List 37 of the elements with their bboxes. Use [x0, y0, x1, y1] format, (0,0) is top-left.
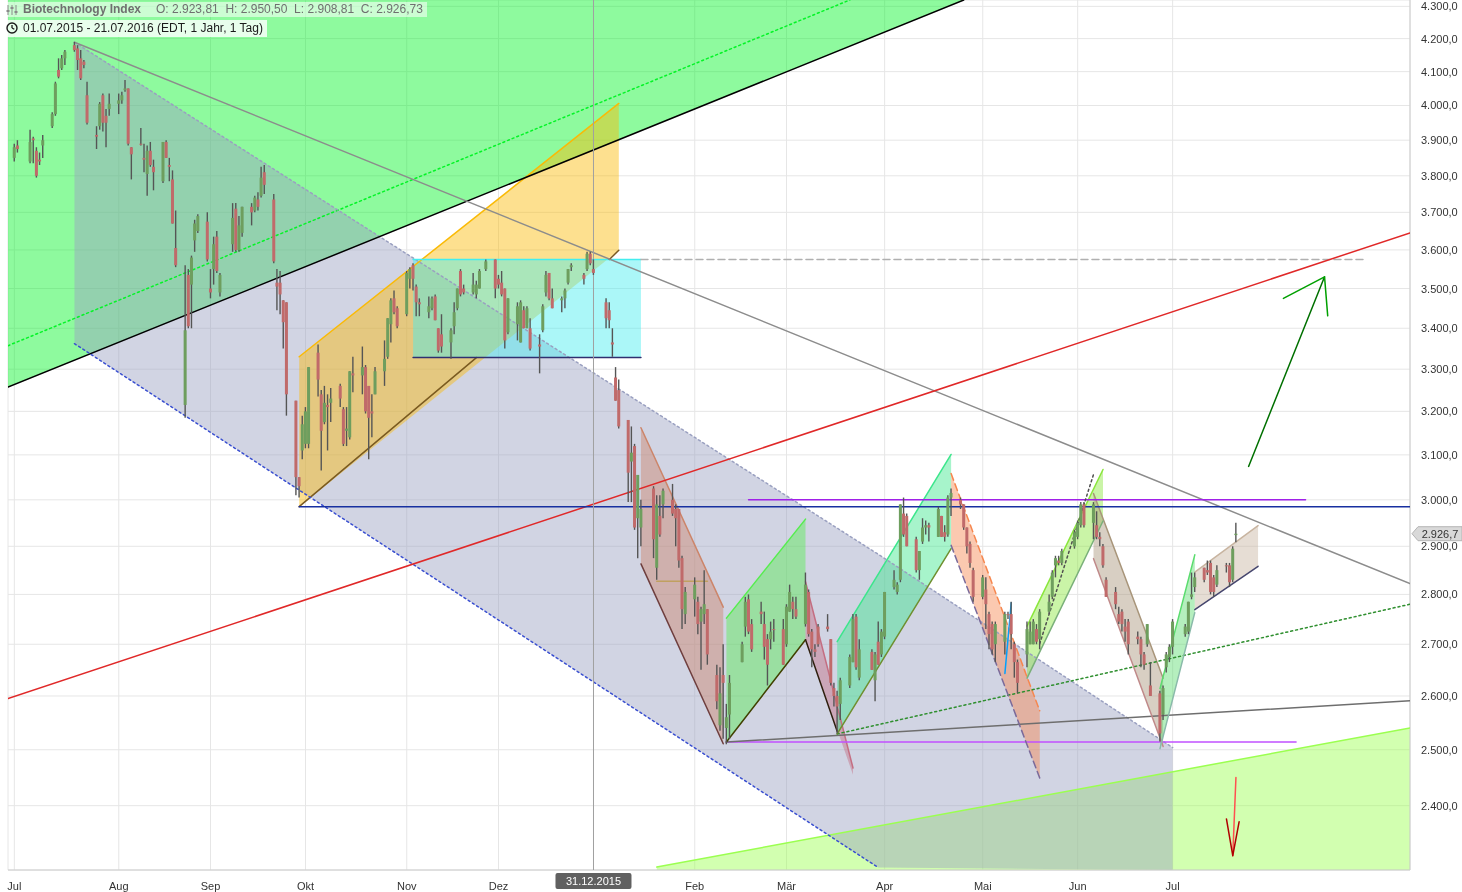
x-tick-label: Apr [876, 880, 894, 892]
y-tick-label: 2.800,0 [1421, 588, 1458, 601]
y-tick-label: 3.400,0 [1421, 322, 1458, 335]
y-tick-label: 3.200,0 [1421, 405, 1458, 418]
y-tick-label: 3.900,0 [1421, 134, 1458, 147]
x-tick-label: Okt [296, 880, 315, 892]
x-tick-label: Mai [973, 880, 992, 892]
y-tick-label: 3.300,0 [1421, 363, 1458, 376]
x-tick-label: Aug [108, 880, 129, 892]
x-tick-label: Sep [200, 880, 221, 892]
text: 2.926,7 [1421, 527, 1459, 540]
y-tick-label: 2.500,0 [1421, 743, 1458, 756]
y-tick-label: 3.600,0 [1421, 243, 1458, 256]
text: 01.07.2015 - 21.07.2016 (EDT, 1 Jahr, 1 Tag) [23, 20, 263, 36]
ref-line-label: 31.12.2015 [565, 875, 622, 887]
x-tick-label: Nov [396, 880, 418, 892]
x-tick-label: Dez [488, 880, 509, 892]
y-tick-label: 4.300,0 [1421, 0, 1458, 13]
chart-title: Biotechnology Index [23, 2, 142, 17]
y-tick-label: 3.700,0 [1421, 206, 1458, 219]
x-tick-label: Jul [1165, 880, 1180, 892]
annotation: O: 2.923,81 H: 2.950,50 L: 2.908,81 C: 2.926,73 [156, 2, 423, 17]
y-tick-label: 4.200,0 [1421, 32, 1458, 45]
y-tick-label: 4.000,0 [1421, 99, 1458, 112]
x-tick-label: Feb [685, 880, 705, 892]
y-tick-label: 3.100,0 [1421, 448, 1458, 461]
y-tick-label: 2.400,0 [1421, 799, 1458, 812]
x-tick-label: Mär [777, 880, 797, 892]
y-tick-label: 2.700,0 [1421, 638, 1458, 651]
x-tick-label: Jul [7, 880, 22, 892]
y-tick-label: 4.100,0 [1421, 65, 1458, 78]
x-tick-label: Jun [1068, 880, 1087, 892]
y-tick-label: 3.800,0 [1421, 169, 1458, 182]
y-tick-label: 3.500,0 [1421, 282, 1458, 295]
y-tick-label: 2.600,0 [1421, 689, 1458, 702]
y-tick-label: 2.900,0 [1421, 540, 1458, 553]
y-tick-label: 3.000,0 [1421, 493, 1458, 506]
